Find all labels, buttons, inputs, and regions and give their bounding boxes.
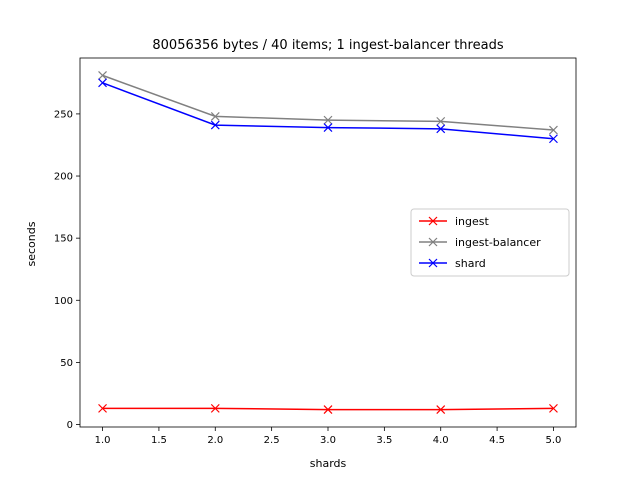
marker-stroke (323, 123, 333, 133)
marker-stroke (549, 125, 558, 135)
marker-stroke (98, 70, 107, 80)
marker-stroke (98, 403, 107, 413)
x-tick-label: 1.0 (95, 435, 111, 446)
data-point-ingest-balancer (98, 70, 107, 80)
chart-title: 80056356 bytes / 40 items; 1 ingest-bala… (152, 38, 503, 53)
legend-box (410, 208, 570, 277)
plot-area: 1.0 1.5 2.0 2.5 3.0 3.5 4.0 4.5 5.0 0 50 100 150 200 2… (54, 57, 577, 446)
y-tick-label: 100 (54, 296, 73, 307)
x-tick-label: 4.5 (489, 435, 505, 446)
y-tick-label: 0 (67, 420, 73, 431)
marker-stroke (436, 405, 446, 415)
data-point-ingest (436, 405, 446, 415)
legend: ingest ingest-balancer shard (410, 208, 570, 277)
legend-marker (428, 216, 438, 226)
data-point-shard (210, 120, 220, 130)
marker-stroke (436, 116, 446, 126)
marker-stroke (98, 78, 107, 88)
y-tick-label: 200 (54, 172, 73, 183)
data-point-shard (323, 123, 333, 133)
data-point-ingest (210, 403, 220, 413)
marker-stroke (549, 403, 558, 413)
data-point-ingest-balancer (210, 111, 220, 121)
marker-stroke (323, 405, 333, 415)
data-point-ingest (98, 403, 107, 413)
x-tick-label: 3.0 (320, 435, 336, 446)
data-point-shard (549, 134, 558, 144)
x-axis-label: shards (310, 457, 347, 470)
data-point-ingest-balancer (549, 125, 558, 135)
x-tick-label: 2.5 (264, 435, 280, 446)
marker-stroke (436, 124, 446, 134)
marker-stroke (210, 120, 220, 130)
y-axis-label: seconds (25, 221, 38, 266)
marker-stroke (549, 134, 558, 144)
axes-frame (79, 57, 577, 428)
data-point-ingest-balancer (436, 116, 446, 126)
legend-label-shard: shard (455, 257, 486, 270)
x-tick-label: 3.5 (376, 435, 392, 446)
data-point-ingest-balancer (323, 115, 333, 125)
data-point-shard (98, 78, 107, 88)
x-tick-label: 2.0 (207, 435, 223, 446)
legend-label-ingest: ingest (455, 215, 490, 228)
marker-stroke (210, 403, 220, 413)
x-tick-label: 4.0 (433, 435, 449, 446)
data-point-shard (436, 124, 446, 134)
x-tick-label: 5.0 (546, 435, 562, 446)
x-tick-label: 1.5 (151, 435, 167, 446)
data-point-ingest (323, 405, 333, 415)
data-point-ingest (549, 403, 558, 413)
marker-stroke (210, 111, 220, 121)
y-tick-label: 50 (60, 358, 73, 369)
legend-marker (428, 237, 438, 247)
legend-marker (428, 258, 438, 268)
y-tick-label: 150 (54, 234, 73, 245)
legend-label-ingest-balancer: ingest-balancer (455, 236, 541, 249)
marker-stroke (323, 115, 333, 125)
y-tick-label: 250 (54, 109, 73, 120)
